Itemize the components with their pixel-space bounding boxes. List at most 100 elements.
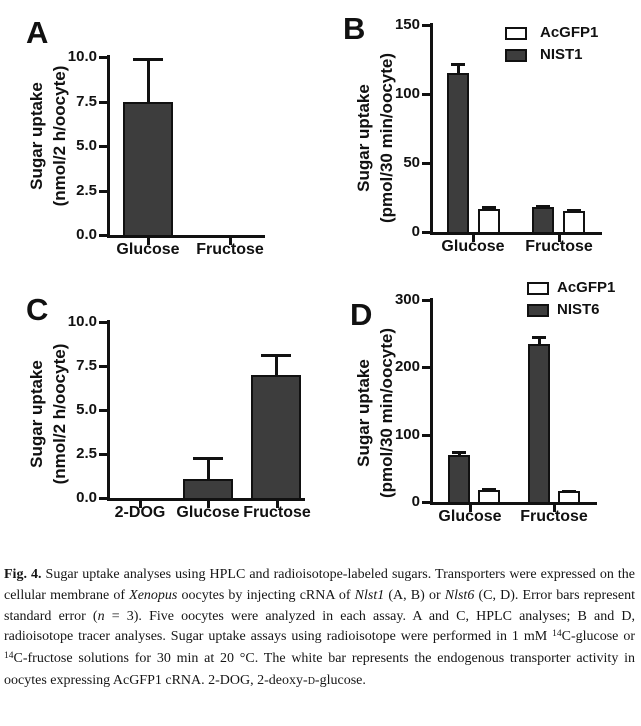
category-label: Glucose [176, 504, 240, 521]
error-bar-cap [452, 450, 466, 454]
y-tick-label: 100 [394, 85, 420, 102]
plot-area-C: 0.0 2.5 5.0 7.5 10.0 2-DOG Glucose Fructose [0, 280, 320, 552]
y-axis [430, 23, 433, 235]
x-tick [552, 505, 556, 512]
x-tick [138, 501, 142, 508]
caption-segment: d [307, 672, 315, 688]
caption-segment: oocytes by injecting cRNA of [177, 587, 355, 603]
panel-label-C: C [26, 292, 49, 327]
caption-segment: Nlst6 [444, 587, 475, 603]
y-tick [99, 453, 107, 456]
error-bar-line [537, 337, 541, 347]
y-tick-label: 0.0 [76, 489, 97, 506]
panel-label-B: B [343, 11, 366, 46]
panel-C: C Sugar uptake (nmol/2 h/oocyte) 0.0 2.5 5… [0, 280, 320, 552]
caption-segment: (A, B) or [384, 587, 445, 603]
legend-label-AcGFP1: AcGFP1 [557, 279, 616, 296]
legend-swatch-AcGFP1 [505, 27, 527, 40]
error-bar-cap [532, 336, 546, 340]
caption-segment: 14 [4, 650, 14, 661]
y-tick-label: 5.0 [76, 401, 97, 418]
error-bar-cap [482, 488, 496, 492]
caption-segment: Nlst1 [354, 587, 385, 603]
x-axis [430, 502, 597, 505]
figure-caption: Fig. 4. Sugar uptake analyses using HPLC… [4, 565, 635, 692]
y-tick-label: 2.5 [76, 445, 97, 462]
legend-label-NIST1: NIST1 [540, 46, 583, 63]
x-axis [430, 232, 602, 235]
bar-series-Glucose [123, 101, 173, 237]
x-tick [471, 235, 475, 242]
category-label: Glucose [116, 241, 180, 258]
y-tick [99, 234, 107, 237]
category-label: Fructose [525, 238, 593, 255]
error-bar-line [456, 63, 460, 77]
panel-A: A Sugar uptake (nmol/2 h/oocyte) 0.0 2.5 5… [0, 0, 320, 278]
y-tick-label: 10.0 [67, 313, 97, 330]
x-axis [107, 235, 265, 238]
y-tick [99, 189, 107, 193]
y-tick-label: 0 [411, 223, 420, 240]
error-bar-cap [567, 208, 581, 212]
x-tick [146, 238, 150, 245]
panel-label-D: D [350, 297, 373, 332]
legend-swatch-NIST1 [505, 49, 527, 62]
y-tick [99, 100, 107, 104]
caption-segment: C-glucose or [561, 629, 635, 645]
category-label: Glucose [438, 508, 502, 525]
y-tick [422, 162, 430, 165]
category-label: Glucose [441, 238, 505, 255]
panel-B: B Sugar uptake (pmol/30 min/oocyte) 0 50 1… [300, 0, 641, 278]
bar-NIST6-Fructose [528, 343, 550, 504]
bar-AcGFP1-Glucose [478, 208, 500, 234]
y-tick [422, 433, 430, 437]
legend-label-AcGFP1: AcGFP1 [540, 24, 599, 41]
error-bar-cap [536, 204, 550, 208]
y-tick-label: 7.5 [76, 357, 97, 374]
y-tick [99, 145, 107, 148]
x-tick [206, 501, 210, 508]
bar-series-Glucose [183, 478, 233, 500]
error-bar-cap [451, 62, 465, 66]
y-tick [99, 409, 107, 412]
category-label: Fructose [520, 508, 588, 525]
caption-segment: 14 [552, 628, 562, 639]
y-tick-label: 150 [394, 16, 420, 33]
y-tick [422, 366, 430, 370]
error-bar-line [274, 355, 278, 378]
y-tick [422, 501, 430, 504]
x-tick [228, 238, 232, 245]
y-tick [99, 321, 107, 324]
y-axis [107, 320, 110, 501]
y-axis [107, 55, 110, 238]
legend-label-NIST6: NIST6 [557, 301, 600, 318]
bar-AcGFP1-Fructose [558, 491, 580, 504]
caption-segment: -glucose. [314, 672, 366, 688]
caption-segment: Xenopus [129, 587, 178, 603]
error-bar-line [457, 451, 461, 458]
bar-NIST6-Glucose [448, 454, 470, 504]
caption-segment: C-fructose solutions for 30 min at 20 °C… [4, 651, 635, 688]
caption-segment: (C, D). Error bars represent standard er… [4, 587, 635, 624]
y-tick-label: 50 [403, 154, 420, 171]
caption-segment: = 3). Five oocytes were analyzed in each… [4, 608, 635, 645]
y-tick-label: 0 [411, 493, 420, 510]
category-label: Fructose [196, 241, 264, 258]
error-bar-cap [562, 489, 576, 493]
panel-D: D Sugar uptake (pmol/30 min/oocyte) 0 100… [300, 279, 641, 552]
y-tick-label: 100 [394, 425, 420, 443]
y-tick [99, 365, 107, 368]
y-tick-label: 7.5 [76, 92, 97, 110]
y-tick [422, 299, 430, 302]
y-axis [430, 298, 433, 505]
x-tick [275, 501, 279, 508]
bar-AcGFP1-Fructose [563, 211, 585, 234]
panel-label-A: A [26, 15, 49, 50]
plot-area-B: 0 50 100 150 Glucose Fructose AcGFP1 NIST1 [300, 0, 641, 278]
error-bar-cap [261, 354, 291, 358]
bar-AcGFP1-Glucose [478, 489, 500, 504]
plot-area-D: 0 100 200 300 Glucose Fructose AcGFP1 NIST6 [300, 279, 641, 552]
caption-segment: Fig. 4. [4, 567, 42, 582]
y-tick-label: 300 [394, 291, 420, 308]
